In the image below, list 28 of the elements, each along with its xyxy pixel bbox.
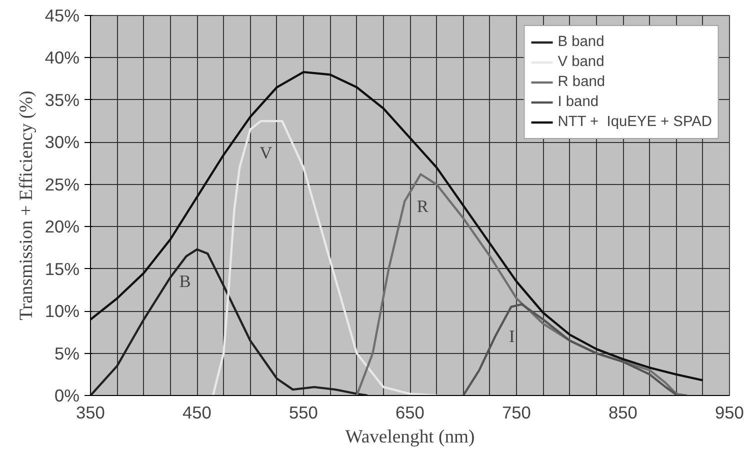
legend-label: NTT + IquEYE + SPAD <box>558 113 712 131</box>
x-tick-label: 550 <box>289 402 318 422</box>
legend-label: I band <box>558 93 599 111</box>
y-tick-label: 25% <box>44 174 80 194</box>
x-tick-label: 850 <box>608 402 638 422</box>
y-tick-label: 0% <box>54 386 80 406</box>
annotation: R <box>416 196 429 216</box>
y-tick-label: 40% <box>44 48 80 68</box>
annotation: V <box>260 144 273 163</box>
x-axis-title: Wavelenght (nm) <box>345 426 475 448</box>
x-tick-label: 950 <box>715 402 744 422</box>
y-tick-label: 10% <box>44 301 80 322</box>
y-axis-title: Transmission + Efficiency (%) <box>16 90 37 320</box>
annotation: B <box>179 272 191 291</box>
y-tick-label: 30% <box>44 132 80 152</box>
legend-label: R band <box>558 73 606 91</box>
x-tick-label: 450 <box>182 402 212 422</box>
annotation: I <box>508 326 515 346</box>
legend-label: B band <box>558 33 604 51</box>
y-tick-label: 15% <box>44 258 80 279</box>
y-tick-label: 20% <box>44 216 80 237</box>
x-tick-label: 350 <box>76 402 105 422</box>
y-tick-label: 5% <box>54 343 80 364</box>
x-tick-label: 650 <box>396 402 424 422</box>
y-tick-label: 45% <box>44 6 80 26</box>
legend-label: V band <box>558 53 604 71</box>
y-tick-label: 35% <box>44 90 80 110</box>
x-tick-label: 750 <box>502 402 531 422</box>
